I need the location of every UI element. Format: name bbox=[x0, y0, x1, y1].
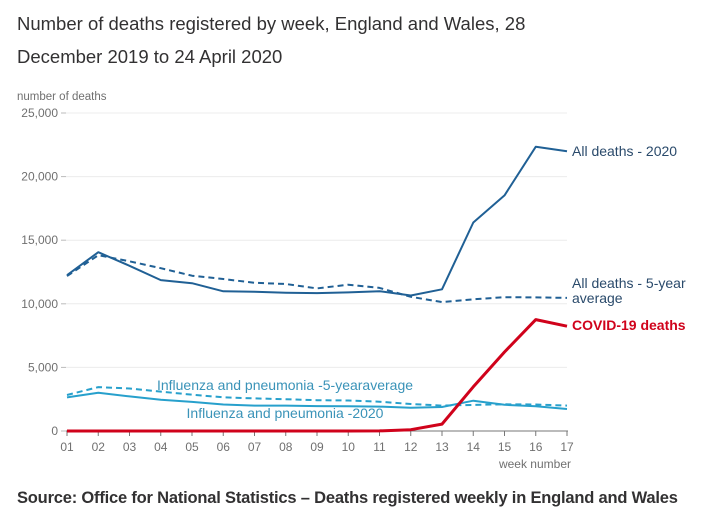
y-tick-label: 20,000 bbox=[21, 170, 58, 184]
x-axis-label: week number bbox=[498, 457, 571, 471]
x-tick-label: 02 bbox=[92, 440, 106, 454]
series-label-line: COVID-19 deaths bbox=[572, 317, 686, 333]
y-axis-label: number of deaths bbox=[17, 91, 107, 103]
series-label-line: Influenza and pneumonia -5-yearaverage bbox=[157, 377, 413, 393]
series-labels: All deaths - 2020 All deaths - 5-year aver… bbox=[157, 143, 686, 421]
x-tick-label: 03 bbox=[123, 440, 137, 454]
series-label-line: All deaths - 2020 bbox=[572, 143, 677, 159]
chart-title: Number of deaths registered by week, Eng… bbox=[17, 13, 526, 67]
y-tick-label: 25,000 bbox=[21, 106, 58, 120]
x-tick-label: 13 bbox=[435, 440, 449, 454]
y-tick-label: 10,000 bbox=[21, 297, 58, 311]
series-label: COVID-19 deaths bbox=[572, 317, 686, 333]
series-label-line: All deaths - 5-year bbox=[572, 275, 686, 291]
x-tick-label: 17 bbox=[560, 440, 574, 454]
series-label-line: Influenza and pneumonia -2020 bbox=[187, 405, 384, 421]
x-tick-label: 15 bbox=[498, 440, 512, 454]
x-tick-label: 06 bbox=[217, 440, 231, 454]
x-tick-label: 12 bbox=[404, 440, 418, 454]
y-tick-label: 15,000 bbox=[21, 233, 58, 247]
x-tick-label: 09 bbox=[310, 440, 324, 454]
y-tick-label: 0 bbox=[51, 424, 58, 438]
series-label: All deaths - 2020 bbox=[572, 143, 677, 159]
series-label: Influenza and pneumonia -5-yearaverage bbox=[157, 377, 413, 393]
x-tick-label: 11 bbox=[373, 440, 386, 454]
x-tick-label: 04 bbox=[154, 440, 168, 454]
y-tick-label: 5,000 bbox=[28, 360, 58, 374]
gridlines bbox=[66, 112, 567, 368]
series-line-all-deaths-5-year-average bbox=[66, 254, 568, 304]
series-line-influenza-and-pneumonia-5-yearaverage bbox=[66, 386, 568, 407]
x-tick-label: 08 bbox=[279, 440, 293, 454]
x-tick-label: 14 bbox=[467, 440, 481, 454]
source-note: Source: Office for National Statistics –… bbox=[17, 489, 678, 507]
series-label: Influenza and pneumonia -2020 bbox=[187, 405, 384, 421]
x-tick-label: 07 bbox=[248, 440, 262, 454]
series-line-all-deaths-2020 bbox=[66, 145, 568, 297]
x-tick-label: 10 bbox=[342, 440, 356, 454]
x-tick-label: 05 bbox=[185, 440, 199, 454]
series-line-covid-19-deaths bbox=[67, 318, 568, 433]
series-line-influenza-and-pneumonia-2020 bbox=[66, 391, 568, 410]
y-axis: 0 5,000 10,000 15,000 20,000 25,000 bbox=[21, 106, 66, 438]
x-axis: 01 02 03 04 05 06 07 08 09 10 11 12 13 14 15 16 17 bbox=[60, 430, 574, 454]
x-tick-label: 16 bbox=[529, 440, 543, 454]
x-tick-label: 01 bbox=[60, 440, 74, 454]
series-lines bbox=[66, 145, 568, 433]
series-label: All deaths - 5-year average bbox=[572, 275, 686, 306]
series-label-line: average bbox=[572, 290, 623, 306]
